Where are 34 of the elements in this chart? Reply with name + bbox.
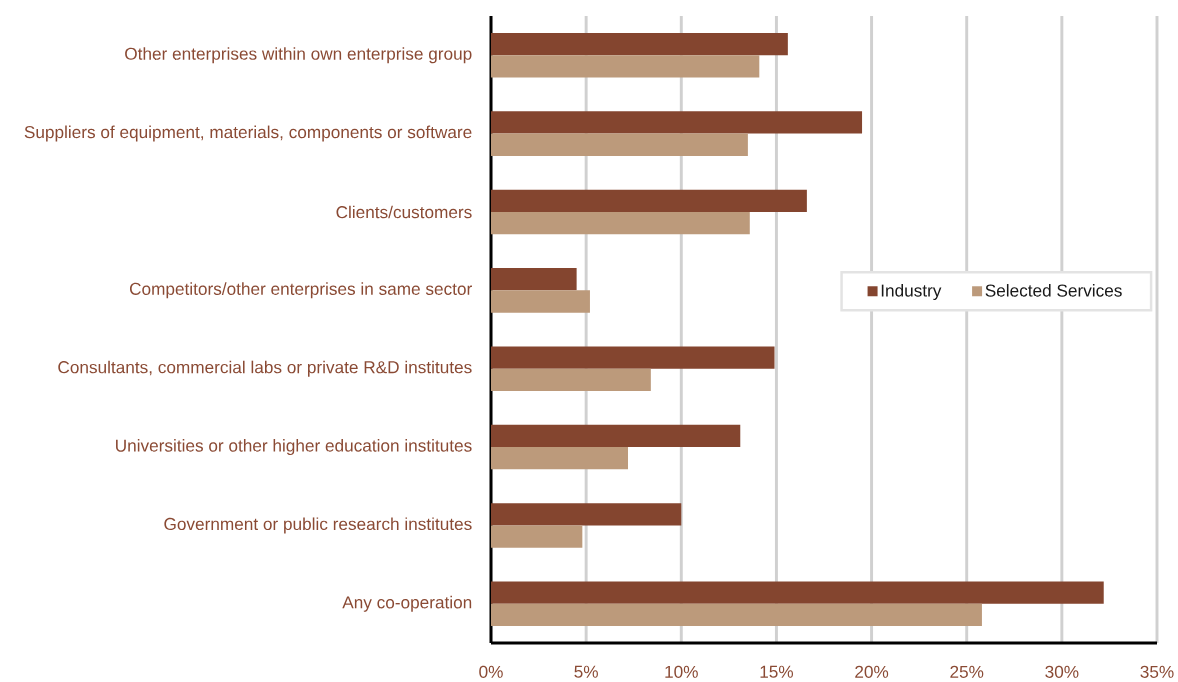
x-tick-label: 0% bbox=[479, 665, 503, 678]
bar bbox=[491, 32, 788, 56]
bar bbox=[491, 424, 741, 448]
bar bbox=[491, 111, 863, 134]
x-tick-label: 15% bbox=[760, 665, 794, 678]
y-tick-label: Other enterprises within own enterprise group bbox=[125, 47, 472, 64]
x-tick-label: 10% bbox=[665, 665, 698, 678]
legend-label: Industry bbox=[881, 284, 942, 301]
bar bbox=[491, 525, 583, 548]
y-tick-label: Government or public research institutes bbox=[164, 517, 472, 534]
y-tick-label: Clients/customers bbox=[336, 205, 472, 219]
bar bbox=[491, 603, 982, 627]
bar bbox=[491, 189, 807, 212]
x-tick-label: 25% bbox=[950, 665, 984, 678]
x-tick-label: 20% bbox=[855, 665, 889, 678]
y-tick-label: Any co-operation bbox=[342, 595, 472, 612]
y-tick-label: Suppliers of equipment, materials, components or software bbox=[24, 125, 472, 142]
bar bbox=[491, 447, 629, 470]
bar bbox=[491, 133, 748, 156]
bar bbox=[491, 346, 775, 369]
bar bbox=[491, 503, 682, 526]
y-tick-label: Consultants, commercial labs or private R&D institutes bbox=[58, 360, 472, 377]
bar bbox=[491, 581, 1104, 604]
x-tick-label: 35% bbox=[1140, 665, 1174, 678]
x-tick-label: 5% bbox=[574, 665, 598, 678]
bar bbox=[491, 368, 651, 391]
bar bbox=[491, 268, 577, 291]
legend-label: Selected Services bbox=[985, 284, 1122, 297]
y-tick-label: Competitors/other enterprises in same sector bbox=[129, 282, 472, 299]
bar bbox=[491, 211, 750, 235]
y-tick-label: Universities or other higher education institutes bbox=[116, 439, 472, 456]
x-tick-label: 30% bbox=[1045, 665, 1079, 678]
bar bbox=[491, 290, 590, 313]
bar bbox=[491, 55, 760, 78]
